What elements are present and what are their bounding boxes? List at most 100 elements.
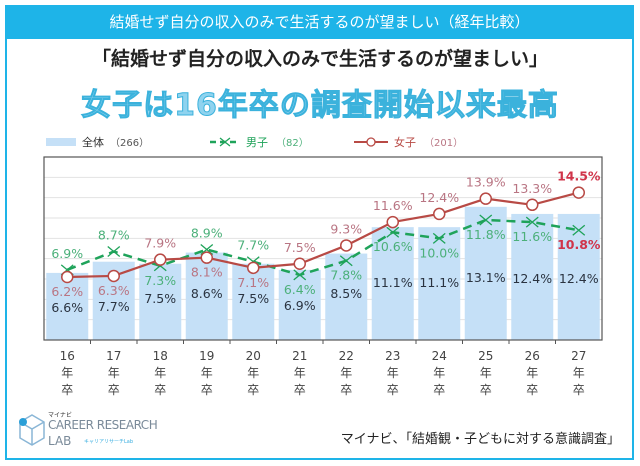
x-tick-label: 卒 (480, 383, 492, 397)
marker-male (339, 255, 353, 267)
marker-female (386, 215, 399, 229)
legend-label-male: 男子 (246, 136, 268, 149)
data-label-total: 7.7% (98, 299, 130, 314)
x-tick-label: 年 (201, 366, 213, 380)
x-tick-label: 年 (294, 366, 306, 380)
data-label-female: 12.4% (419, 190, 459, 205)
legend-marker-male (219, 137, 231, 147)
marker-female (247, 261, 260, 275)
data-label-female: 14.5% (557, 169, 601, 184)
data-label-female: 8.1% (191, 265, 223, 280)
x-tick-label: 25 (478, 349, 493, 363)
x-tick-label: 卒 (340, 383, 352, 397)
x-tick-label: 年 (526, 366, 538, 380)
data-label-male: 7.8% (330, 268, 362, 283)
data-label-male: 10.8% (557, 237, 601, 252)
data-label-total: 12.4% (512, 271, 552, 286)
x-tick-label: 卒 (526, 383, 538, 397)
x-tick-label: 年 (108, 366, 120, 380)
data-label-female: 13.3% (512, 181, 552, 196)
x-tick-label: 卒 (201, 383, 213, 397)
x-tick-label: 22 (339, 349, 354, 363)
bar-total (557, 213, 600, 340)
data-label-total: 11.1% (419, 275, 459, 290)
data-label-total: 7.5% (144, 291, 176, 306)
bar-total (511, 213, 554, 340)
career-research-lab-logo: マイナビ CAREER RESEARCH LAB キャリアリサーチLab (18, 410, 168, 450)
x-tick-label: 卒 (154, 383, 166, 397)
data-label-total: 8.6% (191, 286, 223, 301)
data-label-male: 11.6% (512, 229, 552, 244)
x-tick-label: 年 (480, 366, 492, 380)
marker-female (200, 251, 213, 264)
marker-female (293, 257, 306, 270)
data-label-female: 13.9% (466, 175, 506, 190)
data-label-total: 11.1% (373, 275, 413, 290)
legend-n-female: （201） (424, 137, 463, 149)
x-tick-label: 卒 (433, 383, 445, 397)
data-label-male: 6.4% (284, 282, 316, 297)
x-tick-label: 年 (433, 366, 445, 380)
x-tick-label: 23 (385, 349, 400, 363)
data-label-female: 7.5% (284, 240, 316, 255)
marker-male (293, 269, 307, 281)
x-tick-label: 卒 (247, 383, 259, 397)
marker-male (572, 224, 586, 236)
x-tick-label: 年 (340, 366, 352, 380)
line-female (67, 191, 580, 279)
data-label-male: 10.6% (373, 239, 413, 254)
marker-female (572, 186, 585, 199)
x-tick-label: 17 (106, 349, 121, 363)
marker-female (526, 198, 539, 212)
x-tick-label: 16 (60, 349, 75, 363)
data-label-total: 8.5% (330, 286, 362, 301)
x-tick-label: 26 (525, 349, 540, 363)
marker-male (525, 216, 539, 228)
data-label-female: 6.2% (51, 284, 83, 299)
marker-female (433, 207, 446, 221)
data-label-male: 7.7% (237, 238, 269, 253)
x-tick-label: 27 (571, 349, 586, 363)
data-label-male: 8.7% (98, 228, 130, 243)
legend-marker-female (366, 137, 376, 147)
legend-n-male: （82） (276, 137, 309, 149)
data-label-male: 11.8% (466, 227, 506, 242)
x-tick-label: 20 (246, 349, 261, 363)
x-tick-label: 卒 (387, 383, 399, 397)
bar-total (325, 253, 368, 340)
legend-label-female: 女子 (394, 135, 416, 149)
marker-female (61, 270, 74, 284)
legend-n-total: （266） (110, 137, 149, 149)
logo-sub: キャリアリサーチLab (84, 439, 134, 445)
banner-title: 結婚せず自分の収入のみで生活するのが望ましい（経年比較） (5, 5, 634, 39)
bar-total (464, 206, 507, 340)
bar-total (139, 263, 182, 340)
data-label-female: 7.9% (144, 236, 176, 251)
headline: 「結婚せず自分の収入のみで生活するのが望ましい」 (91, 48, 548, 70)
bar-total (371, 227, 414, 340)
x-tick-label: 卒 (573, 383, 585, 397)
x-tick-label: 19 (199, 349, 214, 363)
x-tick-label: 24 (432, 349, 447, 363)
data-label-female: 9.3% (330, 221, 362, 236)
marker-male (479, 214, 493, 226)
legend-label-total: 全体 (82, 135, 104, 149)
x-tick-label: 21 (292, 349, 307, 363)
data-label-male: 10.0% (419, 245, 459, 260)
x-tick-label: 卒 (294, 383, 306, 397)
data-label-male: 6.9% (51, 246, 83, 261)
x-tick-label: 年 (61, 366, 73, 380)
subheadline: 女子は16年卒の調査開始以来最高 (81, 88, 559, 124)
marker-female (340, 239, 353, 252)
marker-male (432, 232, 446, 244)
bar-total (418, 227, 461, 340)
data-label-female: 6.3% (98, 283, 130, 298)
logo-line2: LAB (48, 434, 72, 448)
marker-male (107, 246, 121, 258)
logo-line1: CAREER RESEARCH (48, 418, 158, 432)
marker-female (107, 269, 120, 283)
data-label-total: 7.5% (237, 291, 269, 306)
x-tick-label: 18 (153, 349, 168, 363)
data-label-total: 6.9% (284, 298, 316, 313)
